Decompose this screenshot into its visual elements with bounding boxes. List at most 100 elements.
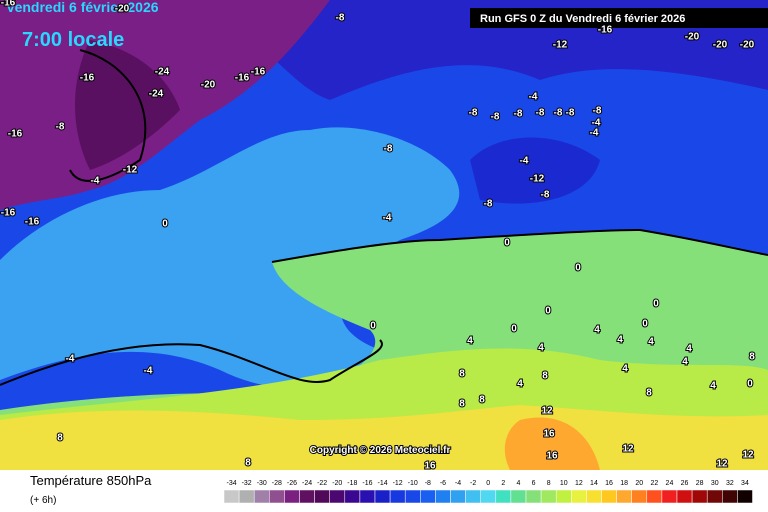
contour-label: -16: [1, 208, 16, 219]
scale-label: 24: [666, 480, 674, 487]
contour-label: -4: [529, 92, 538, 103]
scale-swatch: [314, 489, 330, 504]
contour-label: 0: [545, 306, 551, 317]
scale-swatch: [404, 489, 421, 504]
scale-label: 16: [605, 480, 613, 487]
contour-label: -20: [740, 40, 755, 51]
contour-label: -16: [8, 129, 23, 140]
scale-label: -14: [377, 480, 387, 487]
scale-label: -22: [317, 480, 327, 487]
scale-swatch: [344, 489, 361, 504]
contour-label: -4: [590, 128, 599, 139]
scale-swatch: [646, 489, 663, 504]
contour-label: -8: [336, 13, 345, 24]
contour-label: -20: [201, 80, 216, 91]
contour-label: -8: [484, 199, 493, 210]
scale-label: 22: [650, 480, 658, 487]
contour-label: 0: [370, 321, 376, 332]
contour-label: -16: [25, 217, 40, 228]
contour-label: -8: [536, 108, 545, 119]
local-time: 7:00 locale: [22, 29, 124, 51]
scale-label: -4: [455, 480, 461, 487]
contour-label: 4: [710, 381, 716, 392]
mild-tongue: [0, 127, 460, 388]
scale-label: -10: [408, 480, 418, 487]
scale-swatch: [586, 489, 602, 504]
contour-label: -4: [592, 118, 601, 129]
scale-label: -20: [332, 480, 342, 487]
contour-label: 8: [459, 369, 465, 380]
scale-swatch: [691, 489, 708, 504]
scale-label: -16: [362, 480, 372, 487]
scale-label: -26: [287, 480, 297, 487]
contour-label: -24: [155, 67, 170, 78]
scale-label: -2: [470, 480, 476, 487]
contour-label: 12: [742, 450, 754, 461]
contour-label: 8: [542, 371, 548, 382]
scale-label: 2: [501, 480, 505, 487]
contour-label: 8: [245, 458, 251, 469]
scale-label: -28: [272, 480, 282, 487]
contour-label: -8: [566, 108, 575, 119]
scale-swatch: [616, 489, 632, 504]
contour-label: 0: [162, 219, 168, 230]
scale-label: -34: [226, 480, 236, 487]
contour-label: -8: [491, 112, 500, 123]
footer-step: (+ 6h): [30, 495, 56, 506]
scale-label: 14: [590, 480, 598, 487]
scale-label: 30: [711, 480, 719, 487]
contour-label: -4: [91, 176, 100, 187]
scale-label: 20: [635, 480, 643, 487]
scale-swatch: [480, 489, 497, 504]
scale-label: -18: [347, 480, 357, 487]
contour-label: 4: [594, 325, 600, 336]
contour-label: 0: [747, 379, 753, 390]
scale-swatch: [253, 489, 270, 504]
scale-label: 10: [560, 480, 568, 487]
contour-label: -8: [469, 108, 478, 119]
zero-isotherm: [0, 339, 383, 386]
contour-label: -16: [80, 73, 95, 84]
footer-title: Température 850hPa: [30, 473, 152, 488]
contour-label: -20: [713, 40, 728, 51]
scale-swatch: [525, 489, 542, 504]
scale-label: -6: [440, 480, 446, 487]
scale-label: 6: [532, 480, 536, 487]
contour-label: 12: [716, 459, 728, 470]
contour-label: -12: [553, 40, 568, 51]
contour-label: 16: [546, 451, 558, 462]
scale-swatch: [571, 489, 587, 504]
contour-label: 8: [479, 395, 485, 406]
contour-label: 4: [517, 379, 523, 390]
contour-label: 0: [642, 319, 648, 330]
scale-swatch: [269, 489, 285, 504]
contour-label: 0: [511, 324, 517, 335]
contour-label: 8: [57, 433, 63, 444]
scale-label: -24: [302, 480, 312, 487]
coastline: [69, 49, 147, 182]
contour-label: 8: [459, 399, 465, 410]
contour-label: 4: [622, 364, 628, 375]
scale-swatch: [435, 489, 451, 504]
contour-label: -4: [383, 213, 392, 224]
contour-label: 4: [682, 357, 688, 368]
contour-label: -16: [598, 25, 613, 36]
contour-label: 4: [467, 336, 473, 347]
contour-label: 12: [541, 406, 553, 417]
contour-label: -4: [520, 156, 529, 167]
scandinavia-cold: [470, 137, 600, 204]
scale-swatch: [737, 489, 753, 504]
scale-swatch: [284, 489, 300, 504]
contour-label: -16: [1, 0, 16, 9]
scale-label: 4: [516, 480, 520, 487]
contour-label: 4: [686, 344, 692, 355]
scale-swatch: [601, 489, 617, 504]
contour-label: -20: [115, 4, 130, 15]
contour-label: -12: [123, 165, 138, 176]
scale-label: 0: [486, 480, 490, 487]
scale-swatch: [299, 489, 315, 504]
scale-swatch: [722, 489, 738, 504]
contour-label: -16: [251, 67, 266, 78]
scale-swatch: [374, 489, 391, 504]
